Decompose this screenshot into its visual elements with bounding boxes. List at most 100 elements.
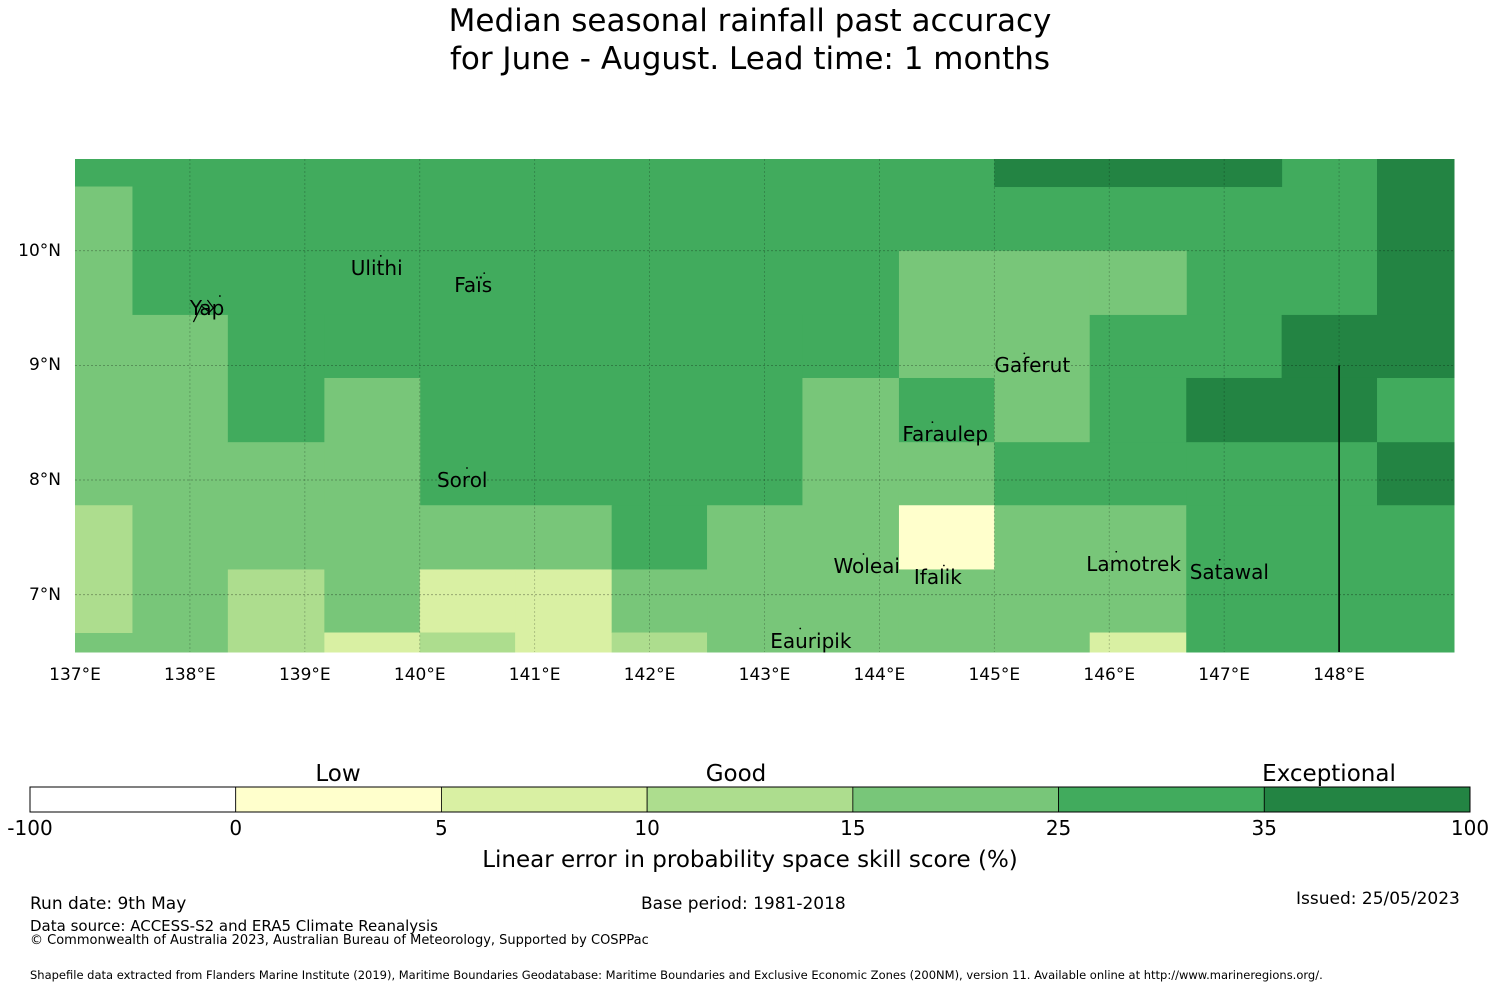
colorbar-swatch <box>441 786 648 813</box>
skill-cell <box>419 632 516 653</box>
skill-cell <box>994 377 1091 443</box>
latitude-label: 9°N <box>28 355 61 376</box>
base-period: Base period: 1981-2018 <box>641 894 846 914</box>
longitude-label: 140°E <box>393 665 446 685</box>
colorbar-swatch <box>1263 786 1471 813</box>
data-source: Data source: ACCESS-S2 and ERA5 Climate … <box>30 917 438 935</box>
skill-cell <box>227 442 325 506</box>
skill-cell <box>1089 377 1187 443</box>
title-line-2: for June - August. Lead time: 1 months <box>449 41 1051 77</box>
colorbar-tick-label: 15 <box>840 816 866 840</box>
longitude-label: 142°E <box>623 665 676 685</box>
island-marker <box>466 467 468 469</box>
skill-cell <box>1089 314 1283 379</box>
skill-cell <box>611 505 708 570</box>
island-marker <box>1115 550 1118 553</box>
skill-cell <box>802 314 900 379</box>
skill-cell <box>611 569 708 634</box>
skill-cell <box>898 377 995 443</box>
island-marker <box>942 564 945 567</box>
colorbar-frame <box>29 786 1471 813</box>
longitude-label: 143°E <box>738 665 791 685</box>
place-label: Faraulep <box>902 422 989 447</box>
skill-cell <box>898 442 995 506</box>
island-marker <box>862 553 865 555</box>
chart-title: Median seasonal rainfall past accuracy f… <box>0 2 1500 78</box>
place-label: Woleai <box>833 554 900 578</box>
skill-cell <box>324 632 421 653</box>
skill-cell <box>75 505 133 634</box>
longitude-label: 144°E <box>853 665 906 685</box>
skill-cell <box>1281 314 1455 379</box>
issued-date: Issued: 25/05/2023 <box>1296 889 1460 909</box>
skill-cell <box>419 505 613 570</box>
copyright: © Commonwealth of Australia 2023, Austra… <box>30 933 649 948</box>
latitude-label: 10°N <box>18 240 61 261</box>
island-marker <box>1218 558 1221 561</box>
longitude-label: 138°E <box>164 665 216 685</box>
skill-cell <box>324 377 421 506</box>
title-line-1: Median seasonal rainfall past accuracy <box>448 3 1052 39</box>
place-label: Yap <box>189 296 225 321</box>
skill-cell <box>324 505 421 634</box>
colorbar-tick-label: -100 <box>7 816 53 840</box>
place-label: Ifalik <box>913 565 962 590</box>
latitude-label: 7°N <box>28 584 61 605</box>
skill-cell <box>132 505 229 653</box>
skill-cell <box>1089 632 1187 653</box>
skill-cell <box>994 159 1283 188</box>
skill-cell <box>898 505 995 570</box>
skill-cell <box>994 632 1091 653</box>
skill-cell <box>227 505 325 570</box>
skill-cell <box>898 569 995 653</box>
skill-cell <box>324 314 421 379</box>
longitude-label: 139°E <box>278 665 331 685</box>
island-marker <box>931 421 934 424</box>
colorbar-tick-label: 10 <box>634 816 660 840</box>
longitude-label: 148°E <box>1313 665 1365 685</box>
colorbar-tick-label: 5 <box>435 816 448 840</box>
place-label: Gaferut <box>994 353 1071 378</box>
colorbar-category-exceptional: Exceptional <box>1262 761 1396 787</box>
colorbar-tick-label: 0 <box>229 816 243 840</box>
skill-cell <box>611 632 708 653</box>
place-label: Sorol <box>436 468 488 493</box>
place-label: Eauripik <box>770 628 852 653</box>
colorbar-category-good: Good <box>705 761 767 787</box>
longitude-label: 146°E <box>1083 665 1136 685</box>
skill-cell <box>898 250 1091 379</box>
colorbar-tick-label: 35 <box>1251 816 1277 840</box>
skill-cell <box>707 505 900 653</box>
island-marker <box>219 295 221 297</box>
place-label: Satawal <box>1189 559 1269 584</box>
skill-cell <box>227 314 325 443</box>
colorbar-label: Linear error in probability space skill … <box>482 847 1018 873</box>
island-marker <box>483 272 486 275</box>
colorbar-swatch <box>852 786 1059 813</box>
place-label: Lamotrek <box>1086 551 1181 576</box>
colorbar-swatch <box>235 786 442 813</box>
skill-cell <box>802 377 900 506</box>
skill-cell <box>1377 377 1455 443</box>
skill-cell <box>227 569 325 653</box>
island-marker <box>1023 352 1026 355</box>
colorbar-swatch <box>1058 786 1265 813</box>
island-marker <box>799 627 802 630</box>
shapefile-credit: Shapefile data extracted from Flanders M… <box>30 968 1323 982</box>
latitude-label: 8°N <box>28 470 61 491</box>
yap-island-outline <box>192 299 215 323</box>
skill-cell <box>419 314 803 506</box>
skill-cell <box>1377 442 1455 506</box>
island-marker <box>379 255 382 257</box>
skill-cell <box>419 569 516 634</box>
longitude-label: 147°E <box>1198 665 1250 685</box>
colorbar-tick-label: 100 <box>1450 816 1490 840</box>
longitude-label: 141°E <box>508 665 561 685</box>
skill-cell <box>1377 159 1455 316</box>
colorbar-category-low: Low <box>315 761 361 787</box>
longitude-label: 145°E <box>968 665 1021 685</box>
colorbar-swatch <box>646 786 854 813</box>
place-label: Faïs <box>454 273 493 298</box>
colorbar-swatch <box>29 786 237 813</box>
